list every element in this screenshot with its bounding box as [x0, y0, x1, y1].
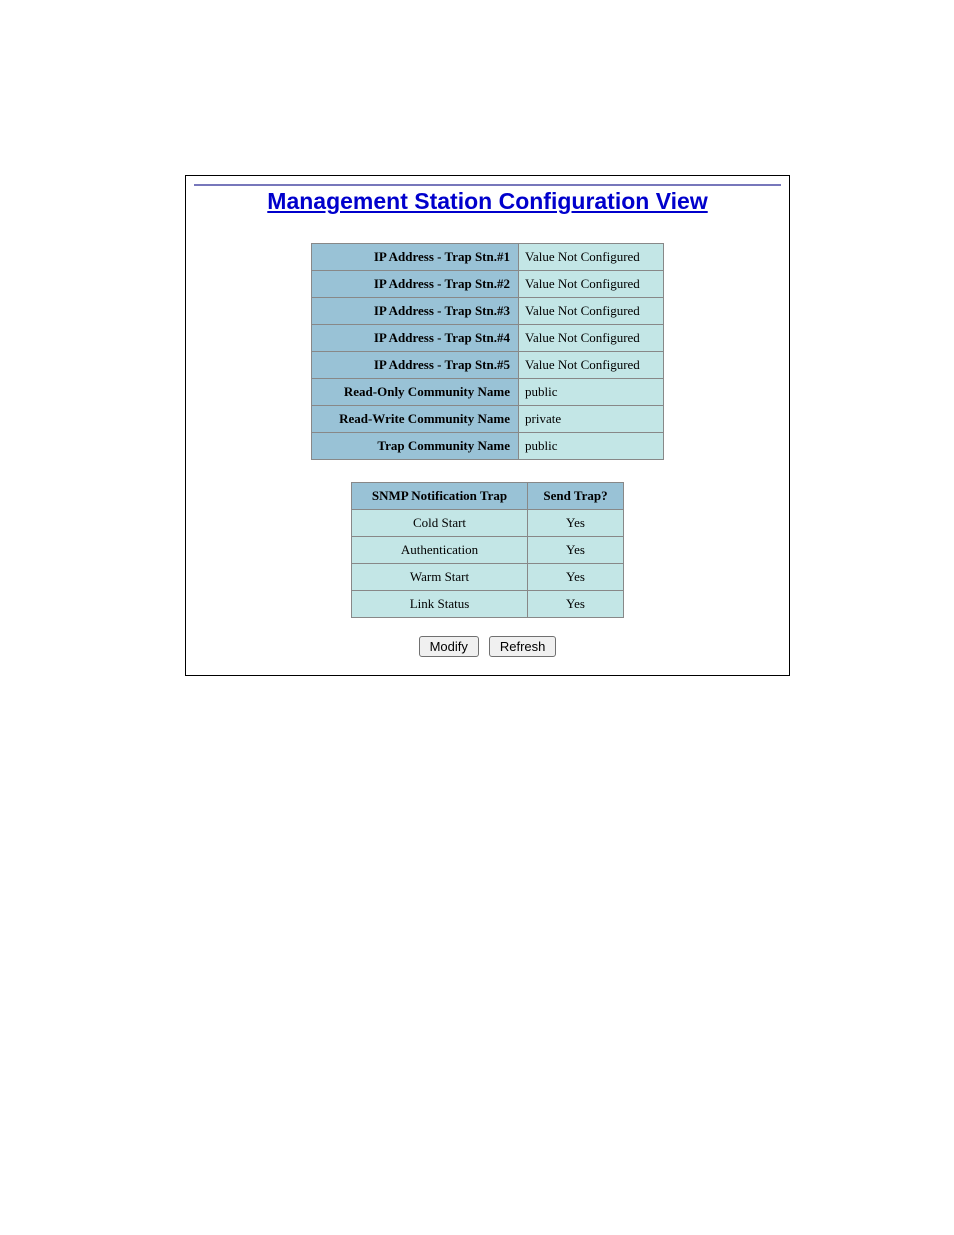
config-row-value: public: [519, 379, 663, 405]
traps-header-trap: SNMP Notification Trap: [352, 483, 527, 509]
config-row: IP Address - Trap Stn.#1Value Not Config…: [312, 244, 663, 270]
button-row: Modify Refresh: [194, 636, 781, 657]
config-row: IP Address - Trap Stn.#5Value Not Config…: [312, 352, 663, 378]
traps-row-send: Yes: [528, 591, 623, 617]
config-row-value: private: [519, 406, 663, 432]
traps-row: AuthenticationYes: [352, 537, 623, 563]
traps-row-send: Yes: [528, 537, 623, 563]
config-row: Read-Write Community Nameprivate: [312, 406, 663, 432]
config-row: Trap Community Namepublic: [312, 433, 663, 459]
config-row: IP Address - Trap Stn.#4Value Not Config…: [312, 325, 663, 351]
config-row: IP Address - Trap Stn.#2Value Not Config…: [312, 271, 663, 297]
config-row: Read-Only Community Namepublic: [312, 379, 663, 405]
traps-row-send: Yes: [528, 510, 623, 536]
config-row-label: Read-Write Community Name: [312, 406, 518, 432]
config-row-label: IP Address - Trap Stn.#3: [312, 298, 518, 324]
traps-header-send: Send Trap?: [528, 483, 623, 509]
traps-row-name: Warm Start: [352, 564, 527, 590]
config-row-label: IP Address - Trap Stn.#5: [312, 352, 518, 378]
config-row-label: Read-Only Community Name: [312, 379, 518, 405]
config-row-label: Trap Community Name: [312, 433, 518, 459]
traps-row-send: Yes: [528, 564, 623, 590]
config-row-value: Value Not Configured: [519, 325, 663, 351]
config-table: IP Address - Trap Stn.#1Value Not Config…: [311, 243, 664, 460]
traps-row: Cold StartYes: [352, 510, 623, 536]
config-row-label: IP Address - Trap Stn.#4: [312, 325, 518, 351]
traps-table: SNMP Notification Trap Send Trap? Cold S…: [351, 482, 624, 618]
traps-row: Link StatusYes: [352, 591, 623, 617]
config-row-label: IP Address - Trap Stn.#2: [312, 271, 518, 297]
refresh-button[interactable]: Refresh: [489, 636, 557, 657]
traps-row: Warm StartYes: [352, 564, 623, 590]
traps-row-name: Authentication: [352, 537, 527, 563]
config-row-value: Value Not Configured: [519, 352, 663, 378]
config-row-value: Value Not Configured: [519, 298, 663, 324]
config-row-value: Value Not Configured: [519, 244, 663, 270]
traps-row-name: Link Status: [352, 591, 527, 617]
traps-row-name: Cold Start: [352, 510, 527, 536]
config-row-value: Value Not Configured: [519, 271, 663, 297]
config-row-label: IP Address - Trap Stn.#1: [312, 244, 518, 270]
modify-button[interactable]: Modify: [419, 636, 479, 657]
config-row-value: public: [519, 433, 663, 459]
management-station-panel: Management Station Configuration View IP…: [185, 175, 790, 676]
config-row: IP Address - Trap Stn.#3Value Not Config…: [312, 298, 663, 324]
page-title: Management Station Configuration View: [194, 184, 781, 215]
